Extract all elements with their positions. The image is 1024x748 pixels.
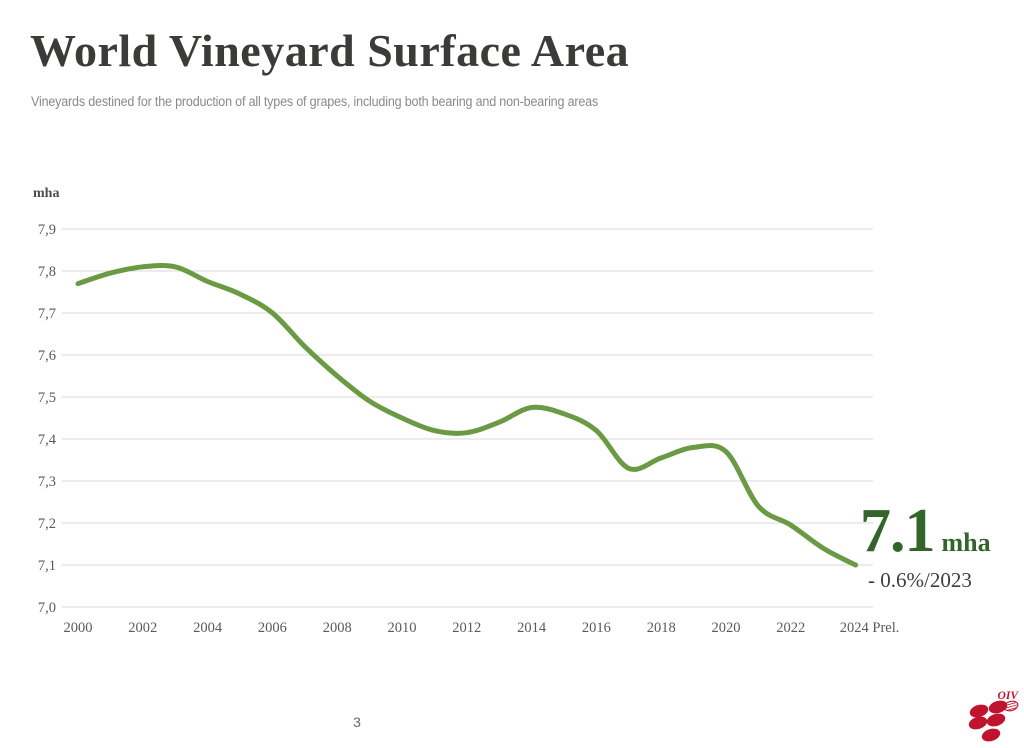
- y-axis-tick-label: 7,9: [38, 222, 56, 238]
- page-number: 3: [353, 714, 361, 730]
- y-axis-tick-label: 7,8: [38, 264, 56, 280]
- x-axis-tick-label: 2024 Prel.: [840, 620, 900, 636]
- annotation-value: 7.1: [860, 497, 935, 565]
- y-axis-tick-label: 7,1: [38, 558, 56, 574]
- oiv-logo-text: OIV: [998, 690, 1020, 702]
- annotation-unit: mha: [941, 528, 991, 557]
- x-axis-tick-label: 2014: [517, 620, 547, 636]
- x-axis-tick-label: 2006: [258, 620, 287, 636]
- x-axis-tick-label: 2004: [193, 620, 223, 636]
- latest-value-annotation: 7.1 mha - 0.6%/2023: [860, 500, 1020, 593]
- y-axis-tick-label: 7,2: [38, 516, 56, 532]
- grape-cluster-icon: [968, 700, 1008, 742]
- x-axis-tick-label: 2008: [323, 620, 352, 636]
- y-axis-tick-label: 7,0: [38, 600, 56, 616]
- vineyard-surface-line: [75, 262, 859, 568]
- page-subtitle: Vineyards destined for the production of…: [31, 94, 599, 109]
- x-axis-tick-label: 2012: [452, 620, 481, 636]
- oiv-logo: OIV: [968, 690, 1020, 742]
- y-axis-tick-label: 7,7: [38, 306, 56, 322]
- annotation-change: - 0.6%/2023: [868, 568, 972, 592]
- y-axis-tick-label: 7,5: [38, 390, 56, 406]
- x-axis-tick-label: 2016: [582, 620, 611, 636]
- y-axis-tick-label: 7,3: [38, 474, 56, 490]
- x-axis-tick-label: 2000: [64, 620, 93, 636]
- x-axis-tick-label: 2010: [388, 620, 417, 636]
- y-axis-tick-label: 7,4: [38, 432, 57, 448]
- page-title: World Vineyard Surface Area: [30, 25, 630, 76]
- x-axis-tick-label: 2018: [647, 620, 676, 636]
- x-axis-tick-label: 2020: [712, 620, 741, 636]
- x-axis-tick-label: 2022: [776, 620, 805, 636]
- x-axis-tick-label: 2002: [128, 620, 157, 636]
- y-axis-tick-label: 7,6: [38, 348, 56, 364]
- y-axis-unit-label: mha: [33, 186, 60, 201]
